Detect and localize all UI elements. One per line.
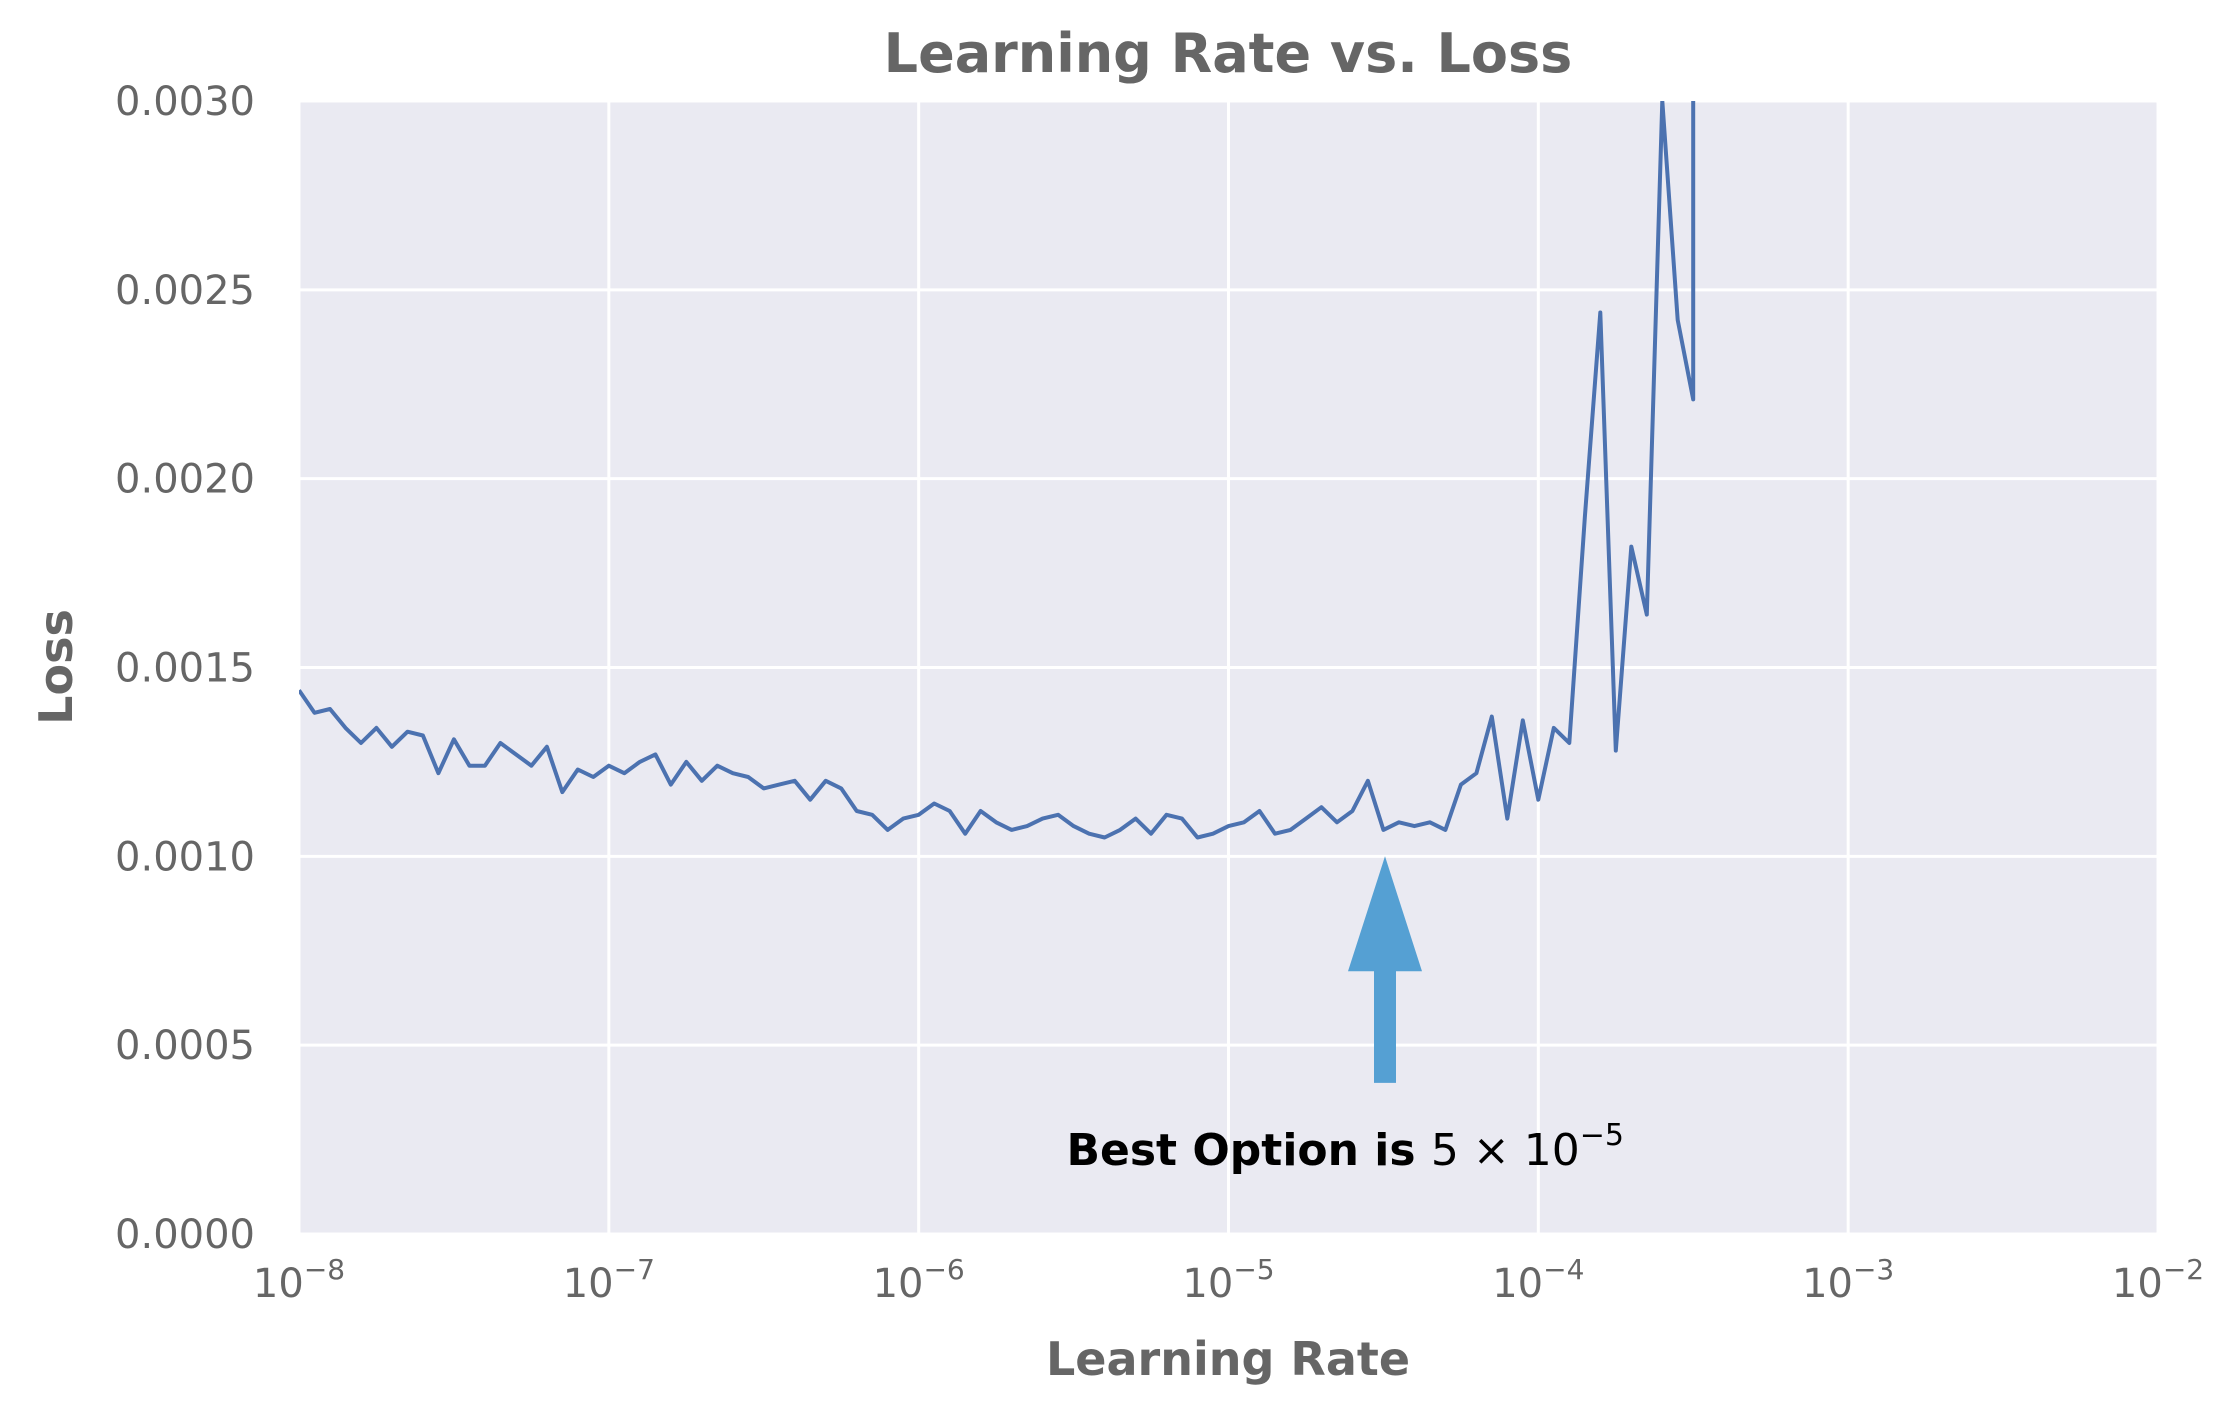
x-tick-label: 10−8 xyxy=(253,1253,345,1307)
x-tick-label: 10−7 xyxy=(563,1253,655,1307)
y-tick-label: 0.0025 xyxy=(115,268,255,314)
x-tick-label: 10−2 xyxy=(2112,1253,2204,1307)
series-layer xyxy=(299,101,1696,840)
x-tick-label: 10−5 xyxy=(1182,1253,1274,1307)
ticks: 10−8 10−7 10−6 10−5 10−4 10−3 10−2 0.0000 0.0005… xyxy=(115,79,2204,1307)
y-axis-label: Loss xyxy=(29,609,83,725)
y-tick-label: 0.0030 xyxy=(115,79,255,125)
annotation: Best Option is 5 × 10−5 xyxy=(1066,856,1624,1176)
annotation-text: Best Option is 5 × 10−5 xyxy=(1066,1118,1623,1176)
x-tick-label: 10−4 xyxy=(1492,1253,1584,1307)
y-tick-label: 0.0015 xyxy=(115,646,255,692)
y-tick-label: 0.0005 xyxy=(115,1023,255,1069)
series-line xyxy=(299,101,1696,840)
grid xyxy=(297,99,2160,1236)
y-tick-label: 0.0020 xyxy=(115,457,255,503)
x-tick-label: 10−6 xyxy=(873,1253,965,1307)
y-tick-label: 0.0010 xyxy=(115,834,255,880)
chart-title: Learning Rate vs. Loss xyxy=(884,22,1573,85)
annotation-arrow xyxy=(1348,856,1422,1083)
y-tick-label: 0.0000 xyxy=(115,1212,255,1258)
x-axis-label: Learning Rate xyxy=(1046,1332,1410,1386)
x-tick-label: 10−3 xyxy=(1802,1253,1894,1307)
